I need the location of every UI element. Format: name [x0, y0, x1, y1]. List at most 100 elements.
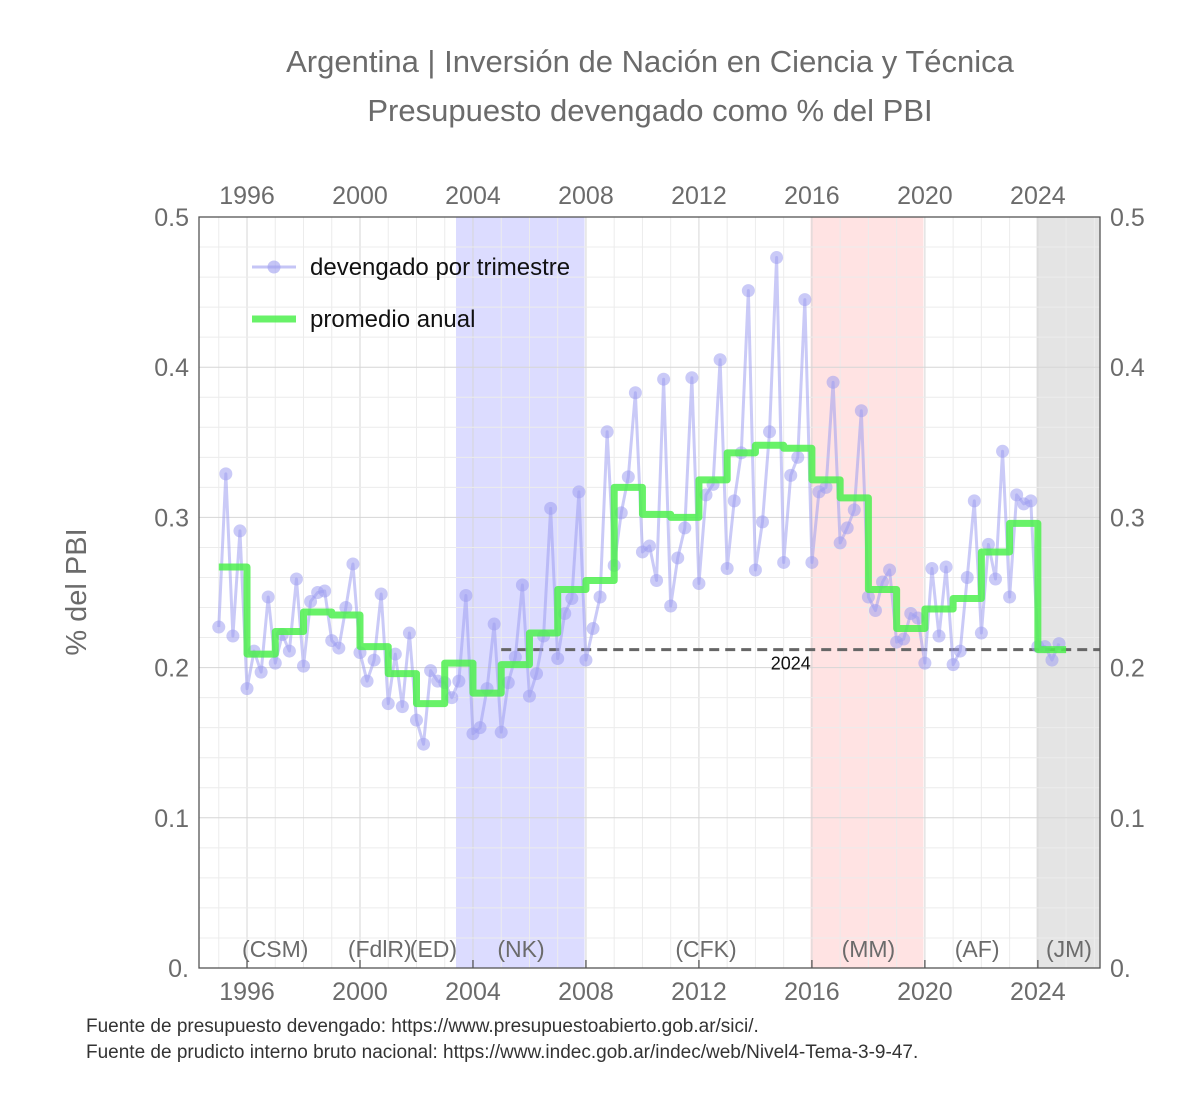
period-label: (CSM): [242, 936, 308, 962]
quarterly-point: [643, 539, 656, 553]
quarterly-point: [254, 665, 268, 679]
y-axis-label: % del PBI: [61, 528, 93, 655]
period-label: (FdlR): [348, 936, 412, 962]
quarterly-point: [840, 521, 854, 535]
quarterly-point: [381, 697, 395, 711]
quarterly-point: [671, 551, 685, 565]
quarterly-point: [367, 653, 381, 667]
y-tick-label-right: 0.3: [1110, 504, 1145, 532]
y-tick-label-right: 0.5: [1110, 204, 1145, 232]
x-tick-label-bottom: 2000: [332, 978, 388, 1006]
quarterly-point: [233, 524, 247, 538]
quarterly-point: [417, 737, 431, 751]
quarterly-point: [600, 425, 614, 439]
quarterly-point: [501, 676, 515, 690]
quarterly-point: [791, 450, 805, 464]
quarterly-point: [572, 485, 586, 499]
x-tick-label-bottom: 2008: [558, 978, 614, 1006]
quarterly-point: [374, 587, 388, 601]
y-tick-label-right: 0.: [1110, 955, 1131, 983]
quarterly-point: [621, 470, 635, 484]
quarterly-point: [402, 626, 416, 640]
quarterly-point: [494, 725, 508, 739]
quarterly-point: [586, 622, 600, 636]
quarterly-point: [487, 617, 501, 631]
quarterly-point: [925, 561, 939, 575]
quarterly-point: [960, 570, 974, 584]
x-tick-label-top: 2008: [558, 182, 614, 210]
x-tick-label-top: 2012: [671, 182, 727, 210]
quarterly-point: [741, 284, 755, 298]
quarterly-point: [826, 375, 840, 389]
legend-label-quarterly: devengado por trimestre: [310, 254, 570, 281]
quarterly-point: [261, 590, 275, 604]
quarterly-point: [1024, 494, 1038, 508]
quarterly-point: [861, 590, 875, 604]
y-tick-label-left: 0.: [168, 955, 189, 983]
quarterly-point: [1010, 488, 1024, 502]
x-tick-label-bottom: 2016: [784, 978, 840, 1006]
legend-label-annual: promedio anual: [310, 306, 475, 333]
quarterly-point: [883, 563, 897, 577]
quarterly-point: [614, 506, 628, 520]
quarterly-point: [946, 658, 960, 672]
quarterly-point: [346, 557, 360, 571]
quarterly-point: [678, 521, 692, 535]
quarterly-point: [304, 595, 318, 609]
quarterly-point: [268, 656, 282, 670]
x-tick-label-top: 2004: [445, 182, 501, 210]
quarterly-point: [868, 604, 882, 618]
legend-swatch-quarterly-marker: [267, 260, 281, 274]
x-tick-label-bottom: 2020: [897, 978, 953, 1006]
quarterly-point: [650, 573, 664, 587]
quarterly-point: [996, 444, 1010, 458]
quarterly-point: [515, 578, 529, 592]
quarterly-point: [854, 404, 868, 418]
quarterly-point: [579, 653, 593, 667]
quarterly-point: [226, 629, 240, 643]
y-tick-label-left: 0.2: [154, 655, 189, 683]
quarterly-point: [530, 667, 544, 681]
quarterly-point: [544, 501, 558, 515]
quarterly-point: [395, 700, 409, 714]
quarterly-point: [289, 572, 303, 586]
period-label: (JM): [1046, 936, 1092, 962]
quarterly-point: [459, 589, 473, 603]
x-tick-label-bottom: 2004: [445, 978, 501, 1006]
quarterly-point: [727, 494, 741, 508]
quarterly-point: [685, 371, 699, 385]
quarterly-point: [692, 576, 706, 590]
quarterly-point: [339, 601, 353, 615]
period-label: (MM): [842, 936, 896, 962]
quarterly-point: [847, 503, 861, 517]
period-label: (ED): [410, 936, 457, 962]
quarterly-point: [699, 488, 713, 502]
quarterly-point: [939, 560, 953, 574]
quarterly-point: [332, 641, 346, 655]
period-label: (AF): [955, 936, 1000, 962]
quarterly-point: [805, 555, 819, 569]
quarterly-point: [297, 659, 311, 673]
quarterly-point: [409, 713, 423, 727]
quarterly-point: [974, 626, 988, 640]
x-tick-label-top: 2016: [784, 182, 840, 210]
quarterly-point: [508, 650, 522, 664]
x-tick-label-bottom: 1996: [219, 978, 275, 1006]
plot-frame: [198, 216, 1101, 969]
quarterly-point: [1003, 590, 1017, 604]
quarterly-point: [755, 515, 769, 529]
y-tick-label-right: 0.1: [1110, 805, 1145, 833]
x-tick-label-bottom: 2024: [1010, 978, 1066, 1006]
y-tick-label-left: 0.3: [154, 504, 189, 532]
x-tick-label-top: 1996: [219, 182, 275, 210]
reference-line-label: 2024: [771, 654, 811, 674]
quarterly-point: [953, 644, 967, 658]
quarterly-point: [713, 353, 727, 367]
quarterly-point: [798, 293, 812, 307]
quarterly-point: [833, 536, 847, 550]
period-band-7: [1036, 217, 1100, 968]
quarterly-point: [784, 468, 798, 482]
quarterly-point: [911, 611, 925, 625]
quarterly-point: [360, 674, 374, 688]
